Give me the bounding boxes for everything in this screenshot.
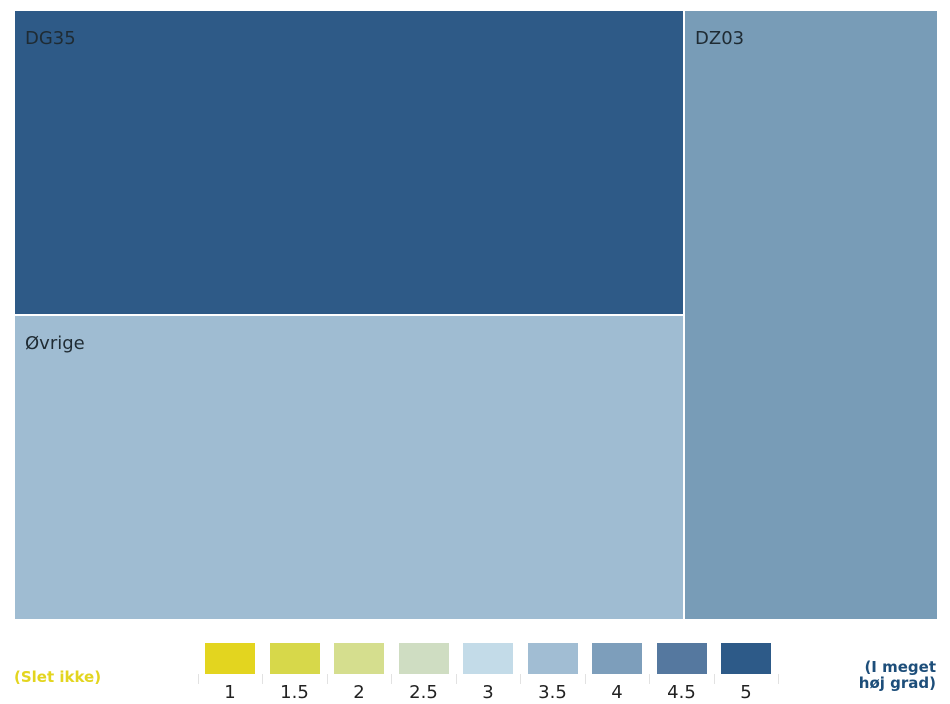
legend-value-label: 5 — [740, 682, 752, 703]
legend-value-label: 2 — [353, 682, 365, 703]
tile-dz03[interactable]: DZ03 — [684, 10, 938, 620]
legend-value-label: 1.5 — [280, 682, 309, 703]
legend-high-label: (I meget høj grad) — [858, 658, 936, 692]
tile-label-dg35: DG35 — [25, 28, 76, 49]
color-legend: (Slet ikke) 1 1.5 2 2.5 3 3.5 4 4.5 5 (I meget hø… — [0, 630, 950, 704]
legend-value-label: 3 — [482, 682, 494, 703]
legend-swatch — [721, 643, 771, 674]
legend-value-label: 4 — [611, 682, 623, 703]
legend-tick — [713, 674, 715, 684]
legend-tick — [262, 674, 264, 684]
legend-tick — [778, 674, 780, 684]
legend-swatch — [592, 643, 642, 674]
legend-low-label: (Slet ikke) — [14, 668, 102, 686]
legend-value-label: 4.5 — [667, 682, 696, 703]
legend-value-label: 3.5 — [538, 682, 567, 703]
legend-tick — [197, 674, 199, 684]
legend-value-label: 2.5 — [409, 682, 438, 703]
legend-tick — [326, 674, 328, 684]
legend-swatch — [269, 643, 320, 674]
legend-value-label: 1 — [224, 682, 236, 703]
legend-swatch — [656, 643, 707, 674]
tile-dg35[interactable]: DG35 — [14, 10, 684, 315]
treemap: DG35 Øvrige DZ03 — [14, 10, 938, 620]
legend-swatch — [463, 643, 513, 674]
legend-tick — [584, 674, 586, 684]
legend-tick — [391, 674, 393, 684]
tile-ovrige[interactable]: Øvrige — [14, 315, 684, 620]
legend-swatch — [398, 643, 449, 674]
legend-swatch — [527, 643, 578, 674]
legend-swatch — [334, 643, 384, 674]
legend-tick — [520, 674, 522, 684]
tile-label-ovrige: Øvrige — [25, 333, 85, 354]
legend-swatch — [205, 643, 255, 674]
tile-label-dz03: DZ03 — [695, 28, 745, 49]
legend-tick — [649, 674, 651, 684]
legend-tick — [455, 674, 457, 684]
